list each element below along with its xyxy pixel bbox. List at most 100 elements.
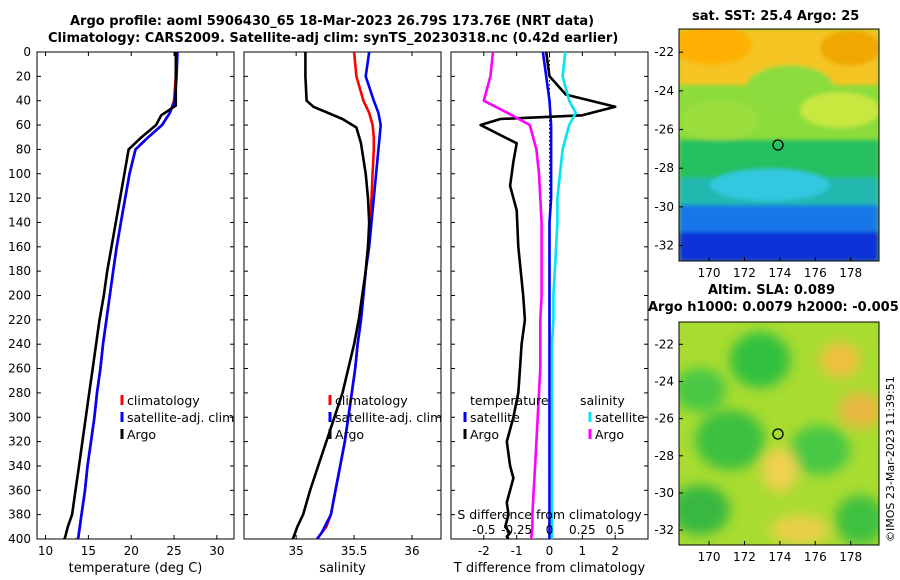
legend-label: satellite-adj. clim (127, 410, 234, 425)
y-tick-label: 80 (16, 142, 31, 156)
legend-label: Argo (127, 427, 156, 442)
series-satellite-adj-clim (315, 52, 383, 539)
y-tick-label: 340 (8, 459, 31, 473)
map-x-tick-label: 176 (804, 550, 827, 564)
series-t-argo (479, 52, 617, 539)
x-tick-label: 1 (579, 544, 587, 558)
legend-label: Argo (595, 427, 624, 442)
series-argo (291, 52, 371, 539)
sst-map (678, 28, 880, 262)
y-tick-label: 20 (16, 69, 31, 83)
x-tick-label: 15 (81, 544, 96, 558)
map-y-tick-label: -32 (654, 523, 674, 537)
temperature-panel: 0 20 40 60 80 100 120 140 160 180 200 220 240 260 280 3… (8, 45, 235, 576)
y-tick-label: 220 (8, 313, 31, 327)
map-axes: 170 172 174 176 178 -22 -24 -26 -28 -30 -32 170 172 1… (654, 45, 862, 564)
map-y-tick-label: -28 (654, 161, 674, 175)
map-y-tick-label: -22 (654, 337, 674, 351)
x-tick-label: 25 (166, 544, 181, 558)
map-x-tick-label: 178 (839, 266, 862, 280)
y-tick-label: 260 (8, 362, 31, 376)
legend-label: Argo (470, 427, 499, 442)
map-x-tick-label: 178 (839, 550, 862, 564)
x-tick-label: -2 (478, 544, 490, 558)
series-s-argo (482, 52, 543, 539)
map-x-tick-label: 174 (768, 550, 791, 564)
title-line-1: Argo profile: aoml 5906430_65 18-Mar-202… (70, 14, 595, 29)
x-tick-label: 0 (546, 544, 554, 558)
map-x-tick-label: 170 (698, 550, 721, 564)
map-x-tick-label: 172 (733, 266, 756, 280)
sla-float-marker (772, 428, 784, 440)
map-y-tick-label: -30 (654, 486, 674, 500)
sst-float-marker (772, 139, 784, 151)
map-x-tick-label: 172 (733, 550, 756, 564)
x-tick-label: 35.5 (341, 544, 368, 558)
map-y-tick-label: -24 (654, 84, 674, 98)
x-axis-label: T difference from climatology (453, 561, 646, 576)
y-tick-label: 60 (16, 118, 31, 132)
y-tick-label: 140 (8, 215, 31, 229)
x-axis-label: salinity (319, 561, 366, 576)
salinity-diff-tick-label: -0.5 (472, 523, 495, 537)
legend-label: satellite (595, 410, 645, 425)
legend-title-temperature: temperature (470, 393, 549, 408)
y-tick-label: 280 (8, 386, 31, 400)
y-tick-label: 360 (8, 483, 31, 497)
salinity-diff-tick-label: 0 (546, 523, 554, 537)
map-y-tick-label: -22 (654, 45, 674, 59)
series-satellite-adj-clim (76, 52, 179, 539)
salinity-diff-tick-label: -0.25 (501, 523, 532, 537)
x-tick-label: 2 (611, 544, 619, 558)
map-y-tick-label: -26 (654, 123, 674, 137)
map-x-tick-label: 170 (698, 266, 721, 280)
y-tick-label: 380 (8, 508, 31, 522)
y-tick-label: 40 (16, 94, 31, 108)
salinity-diff-axis-label: S difference from climatology (457, 507, 642, 522)
series-climatology (315, 52, 376, 539)
legend-label: satellite (470, 410, 520, 425)
y-tick-label: 0 (23, 45, 31, 59)
x-axis-label: temperature (deg C) (69, 561, 203, 576)
argo-height-title: Argo h1000: 0.0079 h2000: -0.005 (648, 300, 899, 315)
y-tick-label: 400 (8, 532, 31, 546)
legend-title-salinity: salinity (580, 393, 625, 408)
y-tick-label: 200 (8, 289, 31, 303)
salinity-diff-tick-label: 0.5 (606, 523, 625, 537)
axes-frame (243, 51, 442, 540)
y-tick-label: 100 (8, 167, 31, 181)
salinity-panel: 35 35.5 36 salinity climatology satellite-adj… (243, 51, 442, 576)
axes-frame (36, 51, 235, 540)
difference-panel: -2 -1 0 1 2 T difference from climatology temp… (450, 51, 649, 576)
sst-map-title: sat. SST: 25.4 Argo: 25 (692, 9, 860, 24)
x-tick-label: 35 (289, 544, 304, 558)
legend-label: climatology (127, 393, 200, 408)
map-y-tick-label: -32 (654, 239, 674, 253)
map-y-tick-label: -24 (654, 374, 674, 388)
x-tick-label: 20 (124, 544, 139, 558)
y-tick-label: 320 (8, 435, 31, 449)
y-tick-label: 300 (8, 410, 31, 424)
map-x-tick-label: 176 (804, 266, 827, 280)
y-tick-label: 240 (8, 337, 31, 351)
legend-label: satellite-adj. clim (335, 410, 442, 425)
x-tick-label: 30 (209, 544, 224, 558)
y-tick-label: 120 (8, 191, 31, 205)
salinity-diff-tick-label: 0.25 (569, 523, 596, 537)
sla-map (678, 321, 880, 546)
x-tick-label: 36 (404, 544, 419, 558)
x-tick-label: -1 (511, 544, 523, 558)
series-t-satellite (541, 52, 553, 539)
map-y-tick-label: -26 (654, 412, 674, 426)
series-argo (63, 52, 178, 539)
legend-label: climatology (335, 393, 408, 408)
y-tick-label: 160 (8, 240, 31, 254)
map-y-tick-label: -28 (654, 449, 674, 463)
map-x-tick-label: 174 (768, 266, 791, 280)
sla-map-title: Altim. SLA: 0.089 (708, 283, 835, 298)
y-tick-label: 180 (8, 264, 31, 278)
map-y-tick-label: -30 (654, 200, 674, 214)
series-s-satellite (550, 52, 578, 539)
x-tick-label: 10 (38, 544, 53, 558)
